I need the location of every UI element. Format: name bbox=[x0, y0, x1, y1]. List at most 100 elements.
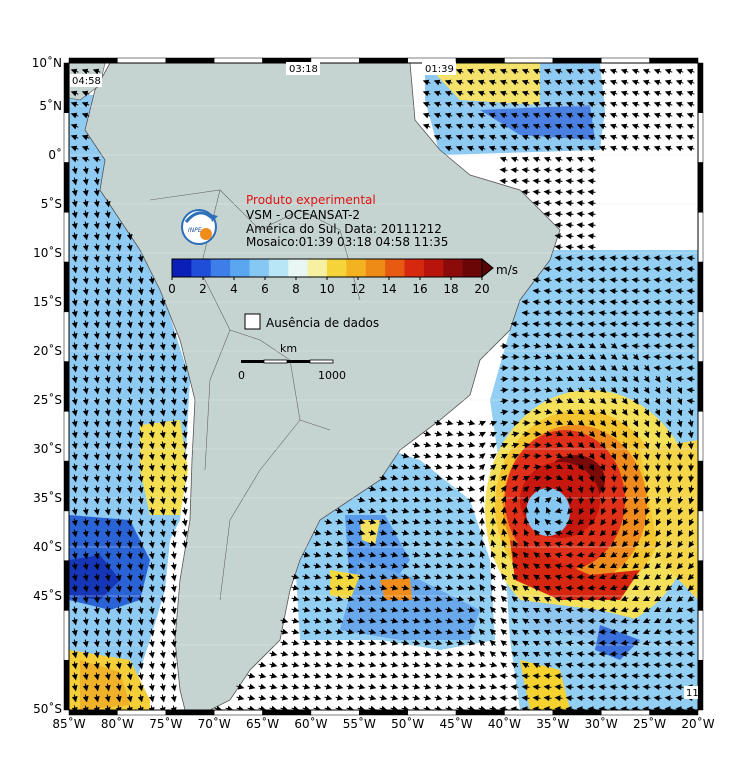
wind-arrow bbox=[620, 79, 629, 86]
wind-arrow bbox=[544, 353, 553, 360]
wind-arrow bbox=[521, 299, 530, 306]
wind-arrow bbox=[565, 112, 574, 119]
wind-arrow bbox=[521, 145, 530, 152]
wind-arrow bbox=[71, 408, 78, 417]
wind-arrow bbox=[82, 408, 89, 417]
wind-arrow bbox=[642, 684, 651, 691]
wind-arrow bbox=[104, 364, 111, 373]
wind-arrow bbox=[477, 90, 486, 97]
wind-arrow bbox=[554, 156, 563, 163]
wind-arrow bbox=[576, 112, 585, 119]
lon-label: 65˚W bbox=[246, 716, 279, 731]
lat-label: 5˚N bbox=[39, 98, 62, 113]
wind-arrow bbox=[643, 463, 650, 472]
wind-arrow bbox=[510, 90, 519, 97]
wind-arrow bbox=[499, 167, 508, 174]
wind-arrow bbox=[686, 387, 695, 394]
wind-arrow bbox=[632, 463, 639, 472]
wind-arrow bbox=[522, 364, 531, 371]
wind-arrow bbox=[631, 79, 640, 86]
wind-arrow bbox=[148, 364, 155, 373]
wind-arrow bbox=[543, 112, 552, 119]
wind-arrow bbox=[104, 243, 111, 252]
wind-arrow bbox=[181, 375, 188, 384]
colorbar-tick: 20 bbox=[474, 282, 489, 296]
wind-arrow bbox=[379, 474, 388, 481]
wind-arrow bbox=[456, 452, 465, 459]
wind-arrow bbox=[588, 441, 595, 449]
wind-arrow bbox=[71, 298, 78, 307]
wind-arrow bbox=[631, 332, 640, 339]
wind-arrow bbox=[401, 452, 410, 459]
wind-arrow bbox=[664, 101, 673, 108]
wind-arrow bbox=[82, 199, 89, 208]
wind-arrow bbox=[587, 662, 596, 669]
wind-arrow bbox=[455, 79, 464, 86]
wind-arrow bbox=[577, 430, 585, 437]
wind-arrow bbox=[631, 684, 640, 691]
wind-arrow bbox=[137, 331, 144, 340]
wind-arrow bbox=[598, 145, 607, 152]
wind-arrow bbox=[137, 452, 144, 461]
wind-arrow bbox=[609, 90, 618, 97]
wind-arrow bbox=[115, 221, 122, 230]
wind-arrow bbox=[412, 441, 421, 448]
wind-arrow bbox=[148, 276, 155, 285]
colorbar-cell bbox=[423, 259, 444, 277]
wind-arrow bbox=[565, 332, 574, 339]
wind-arrow bbox=[70, 112, 79, 119]
wind-arrow bbox=[642, 673, 651, 680]
wind-arrow bbox=[543, 288, 552, 295]
wind-arrow bbox=[598, 266, 607, 273]
scale-unit: km bbox=[280, 342, 297, 355]
wind-arrow bbox=[521, 189, 530, 196]
wind-arrow bbox=[576, 299, 585, 306]
wind-arrow bbox=[104, 474, 111, 483]
wind-arrow bbox=[500, 453, 508, 460]
wind-arrow bbox=[621, 419, 628, 427]
wind-arrow bbox=[565, 673, 574, 680]
wind-arrow bbox=[643, 397, 650, 405]
wind-arrow bbox=[632, 364, 640, 372]
wind-arrow bbox=[544, 441, 553, 448]
wind-arrow bbox=[445, 474, 454, 481]
wind-arrow bbox=[565, 288, 574, 295]
wind-arrow bbox=[609, 288, 618, 295]
wind-arrow bbox=[565, 244, 574, 251]
wind-arrow bbox=[653, 706, 662, 710]
lat-label: 0˚ bbox=[48, 147, 62, 162]
wind-arrow bbox=[543, 79, 552, 86]
lat-label: 10˚N bbox=[32, 55, 62, 70]
wind-arrow bbox=[82, 441, 89, 450]
wind-arrow bbox=[81, 145, 90, 152]
wind-arrow bbox=[642, 123, 651, 130]
wind-arrow bbox=[686, 68, 695, 75]
wind-arrow bbox=[609, 299, 618, 306]
wind-arrow bbox=[620, 706, 629, 710]
wind-arrow bbox=[610, 430, 617, 438]
wind-arrow bbox=[577, 463, 584, 471]
wind-arrow bbox=[543, 134, 552, 141]
lat-label: 20˚S bbox=[33, 343, 62, 358]
wind-arrow bbox=[81, 112, 90, 119]
wind-arrow bbox=[599, 364, 607, 371]
wind-arrow bbox=[598, 299, 607, 306]
wind-arrow bbox=[631, 68, 640, 75]
wind-arrow bbox=[642, 343, 651, 350]
wind-arrow bbox=[664, 684, 673, 691]
wind-arrow bbox=[148, 452, 155, 461]
wind-arrow bbox=[643, 408, 650, 416]
wind-arrow bbox=[686, 640, 695, 647]
wind-arrow bbox=[82, 353, 89, 362]
wind-arrow bbox=[70, 90, 79, 97]
wind-arrow bbox=[455, 123, 464, 130]
wind-arrow bbox=[82, 463, 89, 472]
wind-arrow bbox=[631, 90, 640, 97]
wind-arrow bbox=[181, 452, 188, 461]
wind-arrow bbox=[71, 474, 78, 483]
wind-arrow bbox=[82, 232, 89, 241]
wind-arrow bbox=[610, 375, 618, 383]
wind-arrow bbox=[631, 112, 640, 119]
wind-arrow bbox=[500, 387, 509, 394]
wind-arrow bbox=[181, 441, 188, 450]
